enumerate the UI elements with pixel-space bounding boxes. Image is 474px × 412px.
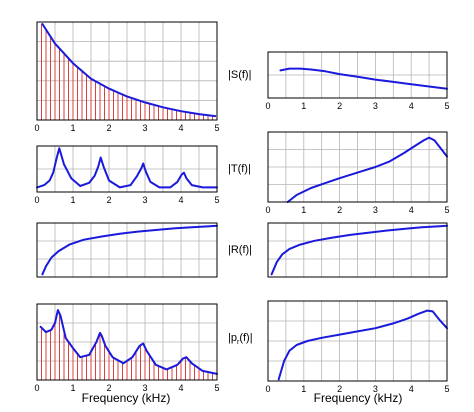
x-tick-label: 4 (178, 195, 183, 205)
panel-left-1: 0 1 2 3 4 5 (34, 21, 220, 133)
series-line (277, 309, 448, 381)
x-tick-label: 5 (444, 101, 449, 111)
row-label-s: |S(f)| (228, 69, 251, 81)
row-label-p-main: |p (228, 332, 237, 344)
x-tick-label: 5 (214, 383, 219, 393)
x-tick-label: 3 (142, 195, 147, 205)
row-label-p: |pr(f)| (228, 332, 253, 346)
x-tick-label: 3 (142, 383, 147, 393)
x-tick-label: 5 (444, 384, 449, 394)
row-label-p-sub: r (237, 339, 240, 346)
x-tick-label: 1 (70, 383, 75, 393)
panel-left-2: 0 1 2 3 4 5 (34, 145, 220, 205)
x-tick-label: 5 (214, 195, 219, 205)
x-tick-label: 5 (444, 205, 449, 215)
x-tick-label: 0 (265, 205, 270, 215)
plot-frame (267, 131, 448, 203)
x-tick-label: 2 (337, 101, 342, 111)
x-axis-label-left: Frequency (kHz) (82, 391, 171, 405)
x-tick-label: 3 (373, 205, 378, 215)
x-tick-label: 4 (409, 101, 414, 111)
panel-right-1: 0 1 2 3 4 5 (265, 51, 450, 111)
x-tick-label: 2 (106, 383, 111, 393)
x-tick-label: 0 (34, 383, 39, 393)
plot-frame (36, 145, 218, 193)
plot-frame (267, 222, 448, 278)
series-line (41, 23, 217, 118)
x-tick-label: 4 (178, 123, 183, 133)
plot-frame (267, 51, 448, 99)
x-tick-label: 1 (301, 205, 306, 215)
panel-left-4: 0 1 2 3 4 5 (34, 303, 220, 393)
plot-frame (36, 222, 218, 278)
panel-right-2: 0 1 2 3 4 5 (265, 131, 450, 215)
x-tick-label: 4 (409, 205, 414, 215)
x-tick-label: 1 (301, 384, 306, 394)
panel-right-4: 0 1 2 3 4 5 (265, 300, 450, 394)
x-tick-label: 0 (34, 123, 39, 133)
x-tick-label: 1 (70, 195, 75, 205)
panels-layer: 0 1 2 3 4 5 0 1 2 3 4 5 0 1 2 3 4 5 0 1 2 3 4 5 0 1 2 3 4 5 0 1 2 3 4 5 (34, 21, 450, 394)
x-tick-label: 0 (265, 384, 270, 394)
x-tick-label: 4 (178, 383, 183, 393)
series-line (39, 309, 218, 375)
panel-left-3 (36, 222, 218, 278)
plot-frame (36, 303, 218, 381)
x-axis-label-right: Frequency (kHz) (314, 391, 403, 405)
x-tick-label: 3 (142, 123, 147, 133)
x-tick-label: 1 (70, 123, 75, 133)
x-tick-label: 5 (214, 123, 219, 133)
x-tick-label: 3 (373, 384, 378, 394)
x-tick-label: 2 (106, 195, 111, 205)
x-tick-label: 2 (106, 123, 111, 133)
series-line (270, 224, 448, 276)
x-tick-label: 1 (301, 101, 306, 111)
x-tick-label: 2 (337, 384, 342, 394)
series-line (41, 224, 218, 276)
x-tick-label: 0 (34, 195, 39, 205)
series-line (286, 136, 448, 203)
x-tick-label: 4 (409, 384, 414, 394)
x-tick-label: 3 (373, 101, 378, 111)
plot-frame (267, 300, 448, 382)
row-label-p-end: (f)| (239, 332, 252, 344)
row-label-r: |R(f)| (228, 244, 252, 256)
series-line (36, 147, 218, 189)
series-line (279, 67, 448, 90)
plot-frame (36, 21, 218, 121)
x-tick-label: 2 (337, 205, 342, 215)
x-tick-label: 0 (265, 101, 270, 111)
panel-right-3 (267, 222, 448, 278)
row-label-t: |T(f)| (228, 163, 251, 175)
